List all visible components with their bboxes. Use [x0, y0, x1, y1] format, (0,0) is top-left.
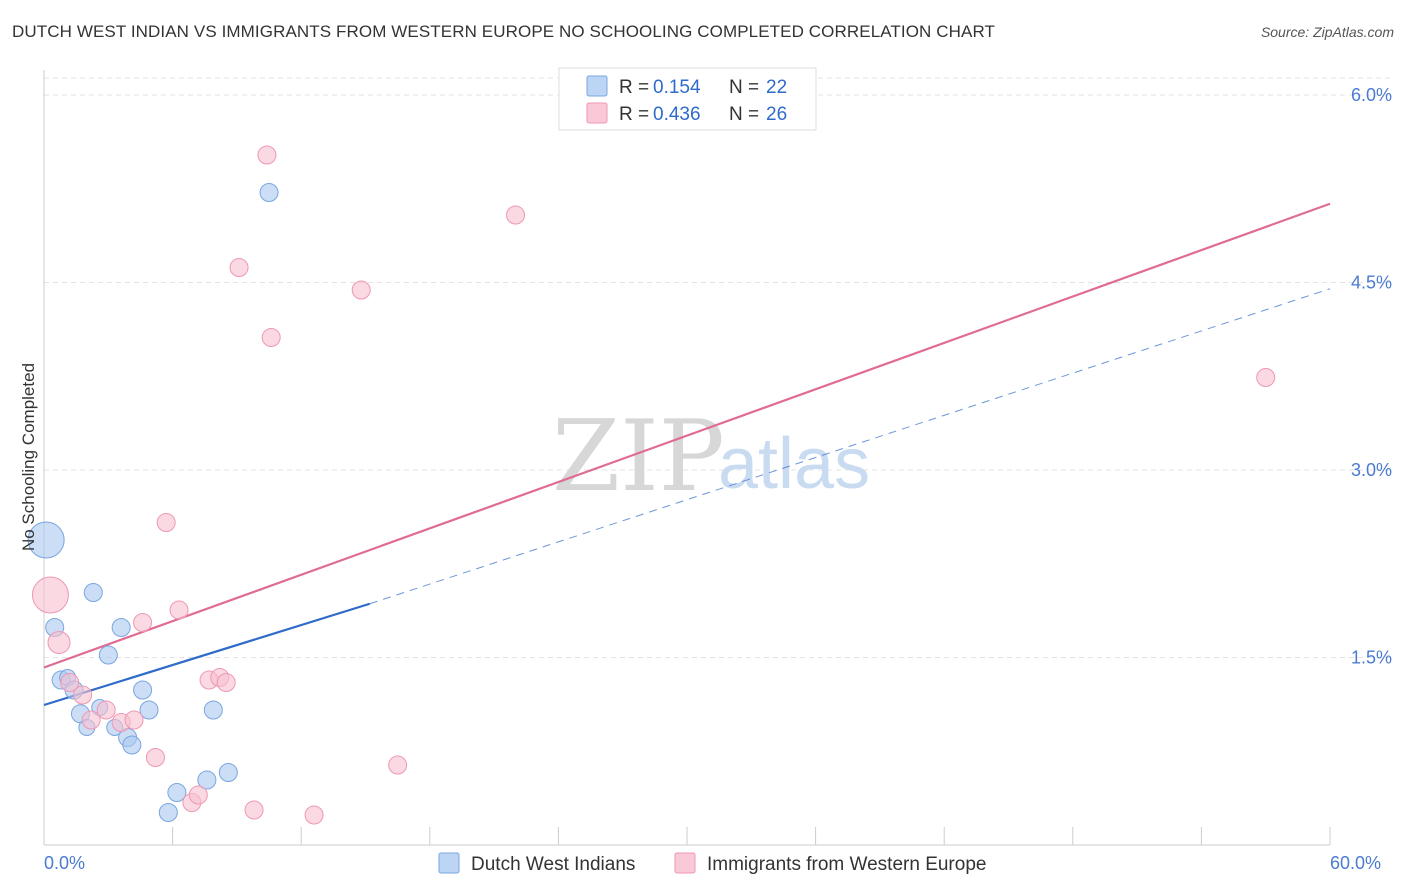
y-tick-label: 4.5%	[1351, 273, 1392, 293]
point-dutch-west-indians	[197, 770, 217, 790]
point-immigrants-western-europe	[81, 710, 101, 730]
legend-r-value-1: 0.154	[653, 77, 701, 98]
point-dutch-west-indians	[83, 583, 103, 602]
point-dutch-west-indians	[203, 700, 223, 720]
point-dutch-west-indians	[259, 183, 279, 202]
trend-lines	[43, 202, 1331, 707]
point-immigrants-western-europe	[73, 685, 93, 705]
point-immigrants-western-europe	[244, 800, 264, 820]
point-immigrants-western-europe	[257, 145, 277, 165]
legend-swatch-pink	[586, 102, 608, 124]
watermark-zip: ZIP	[552, 400, 725, 514]
point-dutch-west-indians	[133, 680, 153, 700]
x-tick-label-min: 0.0%	[44, 853, 85, 873]
legend-n-value-1: 22	[766, 77, 787, 98]
point-immigrants-western-europe	[188, 785, 208, 805]
watermark: ZIP atlas	[552, 400, 870, 514]
point-immigrants-western-europe	[1256, 368, 1276, 387]
point-dutch-west-indians	[158, 803, 178, 822]
series-legend-swatch-pink	[674, 852, 696, 874]
series-legend-label-pink: Immigrants from Western Europe	[707, 854, 986, 875]
point-immigrants-western-europe	[216, 673, 236, 692]
point-dutch-west-indians	[122, 735, 142, 755]
data-points	[27, 145, 1276, 825]
point-dutch-west-indians	[167, 783, 187, 802]
point-immigrants-western-europe	[31, 576, 69, 614]
point-immigrants-western-europe	[60, 673, 80, 692]
trend-line-extension-0	[369, 288, 1331, 605]
legend-r-label-2: R =	[619, 104, 649, 125]
point-immigrants-western-europe	[229, 258, 249, 277]
series-legend-swatch-blue	[438, 852, 460, 874]
point-immigrants-western-europe	[261, 328, 281, 347]
point-immigrants-western-europe	[156, 513, 176, 532]
point-immigrants-western-europe	[47, 631, 71, 654]
y-tick-label: 3.0%	[1351, 460, 1392, 480]
correlation-legend: R = 0.154 N = 22 R = 0.436 N = 26	[558, 67, 817, 131]
legend-n-value-2: 26	[766, 104, 787, 125]
point-immigrants-western-europe	[169, 600, 189, 620]
legend-n-label-2: N =	[729, 104, 759, 125]
point-immigrants-western-europe	[388, 755, 408, 775]
series-legend-label-blue: Dutch West Indians	[471, 854, 635, 875]
point-dutch-west-indians	[27, 521, 65, 559]
legend-swatch-blue	[586, 75, 608, 97]
y-tick-label: 6.0%	[1351, 85, 1392, 105]
point-dutch-west-indians	[139, 700, 159, 720]
y-tick-labels: 1.5% 3.0% 4.5% 6.0%	[1351, 85, 1392, 668]
y-tick-label: 1.5%	[1351, 648, 1392, 668]
point-immigrants-western-europe	[124, 710, 144, 730]
series-legend: Dutch West Indians Immigrants from Weste…	[438, 852, 986, 875]
legend-n-label-1: N =	[729, 77, 759, 98]
chart-title: DUTCH WEST INDIAN VS IMMIGRANTS FROM WES…	[12, 22, 995, 41]
point-immigrants-western-europe	[506, 205, 526, 225]
point-dutch-west-indians	[98, 645, 118, 665]
point-dutch-west-indians	[218, 763, 238, 782]
legend-r-value-2: 0.436	[653, 104, 701, 125]
point-immigrants-western-europe	[133, 613, 153, 632]
y-axis-label: No Schooling Completed	[19, 363, 38, 551]
point-dutch-west-indians	[111, 618, 131, 637]
point-immigrants-western-europe	[304, 805, 324, 825]
x-ticks	[43, 827, 1331, 845]
watermark-atlas: atlas	[718, 424, 870, 504]
legend-r-label-1: R =	[619, 77, 649, 98]
point-immigrants-western-europe	[351, 280, 371, 300]
gridlines	[44, 77, 1392, 658]
source-credit: Source: ZipAtlas.com	[1260, 24, 1394, 40]
trend-line-1	[43, 202, 1331, 669]
point-immigrants-western-europe	[145, 748, 165, 767]
point-immigrants-western-europe	[96, 700, 116, 720]
x-tick-label-max: 60.0%	[1330, 853, 1381, 873]
trend-line-0	[43, 602, 371, 707]
